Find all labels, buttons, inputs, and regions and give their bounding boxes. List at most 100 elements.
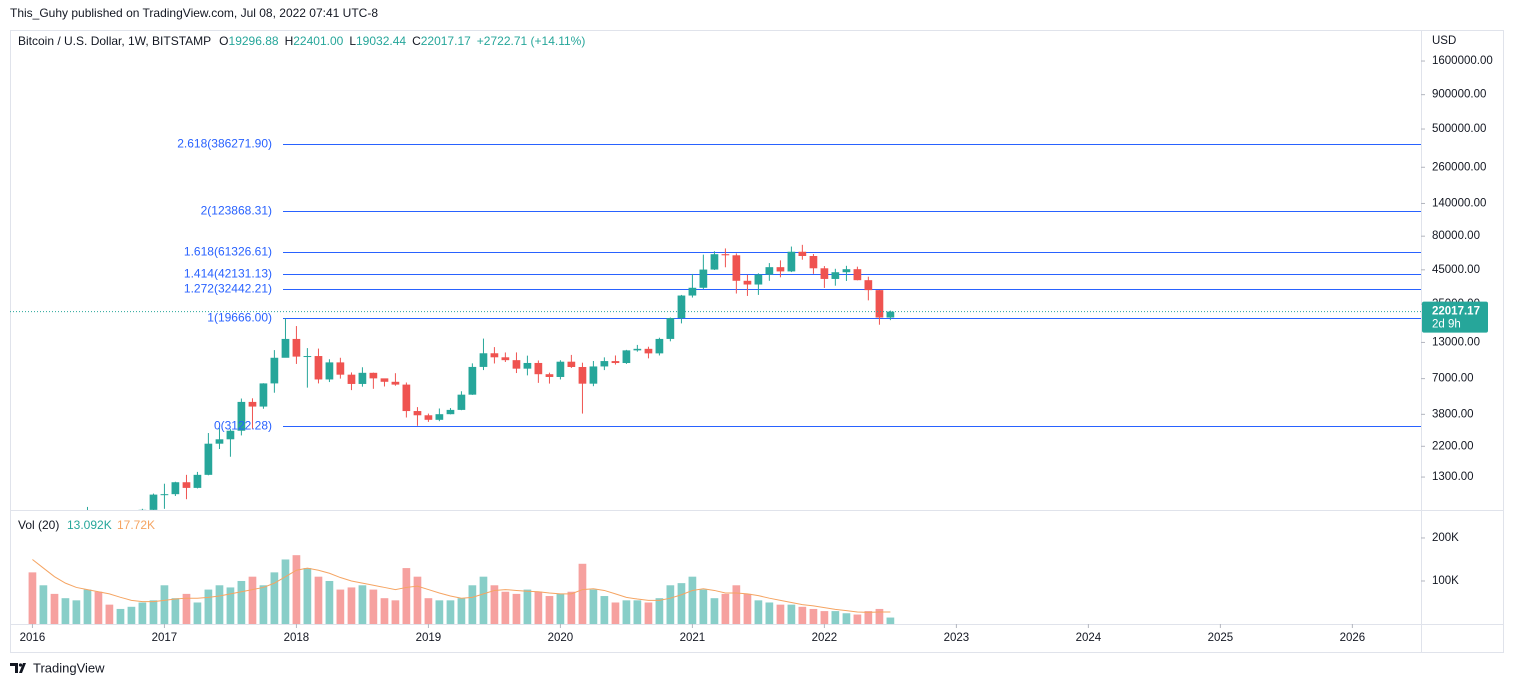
volume-bar: [501, 591, 510, 624]
volume-bar: [523, 589, 532, 624]
volume-bar: [611, 602, 620, 624]
candle-body: [358, 372, 367, 384]
candle-body: [270, 357, 279, 384]
volume-bar: [259, 585, 268, 624]
volume-title: Vol (20): [18, 518, 59, 532]
candle-body: [798, 251, 807, 257]
candle-body: [215, 439, 224, 444]
candle-body: [303, 356, 312, 358]
candle-body: [391, 381, 400, 385]
volume-bar: [875, 608, 884, 624]
y-tick-label: 1600000.00: [1432, 55, 1493, 67]
volume-bar: [831, 611, 840, 624]
volume-bar: [226, 587, 235, 624]
last-price-box: [1422, 301, 1488, 333]
volume-bar: [270, 572, 279, 624]
candle-body: [193, 474, 202, 488]
volume-bar: [743, 593, 752, 624]
volume-bar: [754, 600, 763, 624]
candle-body: [369, 372, 378, 379]
candle-body: [413, 411, 422, 416]
y-tick-label: 1300.00: [1432, 471, 1474, 483]
candle-body: [765, 267, 774, 275]
y-tick-label: 2200.00: [1432, 440, 1474, 452]
candle-body: [171, 482, 180, 495]
volume-bar: [699, 589, 708, 624]
x-tick-label: 2022: [812, 632, 838, 644]
volume-bar: [61, 598, 70, 624]
volume-bar: [578, 563, 587, 624]
volume-bar: [149, 600, 158, 624]
volume-bar: [215, 585, 224, 624]
candle-body: [40, 541, 48, 551]
volume-bar: [853, 614, 862, 624]
x-tick-label: 2019: [416, 632, 442, 644]
publish-header: This_Guhy published on TradingView.com, …: [10, 6, 378, 20]
volume-bar: [886, 617, 895, 624]
candle-body: [600, 361, 609, 367]
volume-bar: [424, 598, 433, 624]
x-tick-label: 2025: [1208, 632, 1234, 644]
volume-bar: [94, 591, 103, 624]
fib-label: 1(19666.00): [207, 311, 272, 325]
volume-bar: [655, 598, 664, 624]
countdown: 2d 9h: [1432, 319, 1461, 331]
candle-body: [325, 362, 334, 380]
candle-body: [578, 366, 587, 384]
candle-body: [314, 356, 323, 380]
volume-tick-label: 100K: [1432, 575, 1459, 587]
volume-bar: [347, 587, 356, 624]
volume-bar: [127, 606, 136, 624]
fib-label: 1.272(32442.21): [184, 282, 272, 296]
candle-body: [51, 541, 59, 544]
last-price-label: 22017.17: [1432, 306, 1480, 318]
volume-bar: [622, 600, 631, 624]
candle-body: [842, 269, 851, 273]
x-tick-label: 2017: [152, 632, 178, 644]
volume-bar: [325, 580, 334, 624]
volume-bar: [138, 602, 147, 624]
candle-body: [62, 539, 70, 543]
candle-body: [699, 269, 708, 288]
fib-label: 2(123868.31): [201, 204, 272, 218]
volume-bar: [809, 608, 818, 624]
volume-bar: [182, 593, 191, 624]
candle-body: [853, 269, 862, 281]
volume-bar: [39, 585, 48, 624]
volume-bar: [589, 589, 598, 624]
candle-body: [457, 394, 466, 410]
candle-body: [622, 350, 631, 364]
volume-bar: [435, 600, 444, 624]
candle-body: [468, 366, 477, 395]
volume-bar: [468, 585, 477, 624]
candle-body: [501, 357, 510, 361]
x-tick-label: 2020: [548, 632, 574, 644]
volume-bar: [28, 572, 37, 624]
volume-bar: [545, 596, 554, 624]
y-tick-label: 500000.00: [1432, 123, 1486, 135]
candle-body: [479, 353, 488, 367]
candle-body: [490, 353, 499, 358]
volume-bar: [446, 600, 455, 624]
candle-body: [677, 295, 686, 319]
volume-bar: [567, 591, 576, 624]
volume-ma-value: 17.72K: [117, 518, 155, 532]
volume-bar: [556, 593, 565, 624]
quote-value: 19032.44: [356, 34, 406, 48]
volume-bar: [798, 606, 807, 624]
candle-body: [226, 430, 235, 440]
candle-body: [281, 338, 290, 358]
footer-brand: TradingView: [33, 660, 105, 675]
candle-body: [424, 415, 433, 420]
candle-body: [380, 378, 389, 382]
volume-bar: [193, 602, 202, 624]
y-tick-label: 260000.00: [1432, 161, 1486, 173]
volume-bar: [666, 585, 675, 624]
chart-frame: [10, 30, 1504, 653]
volume-bar: [248, 576, 257, 624]
fib-label: 2.618(386271.90): [177, 137, 272, 151]
candle-body: [776, 267, 785, 272]
candle-body: [545, 374, 554, 377]
candle-body: [721, 254, 730, 256]
